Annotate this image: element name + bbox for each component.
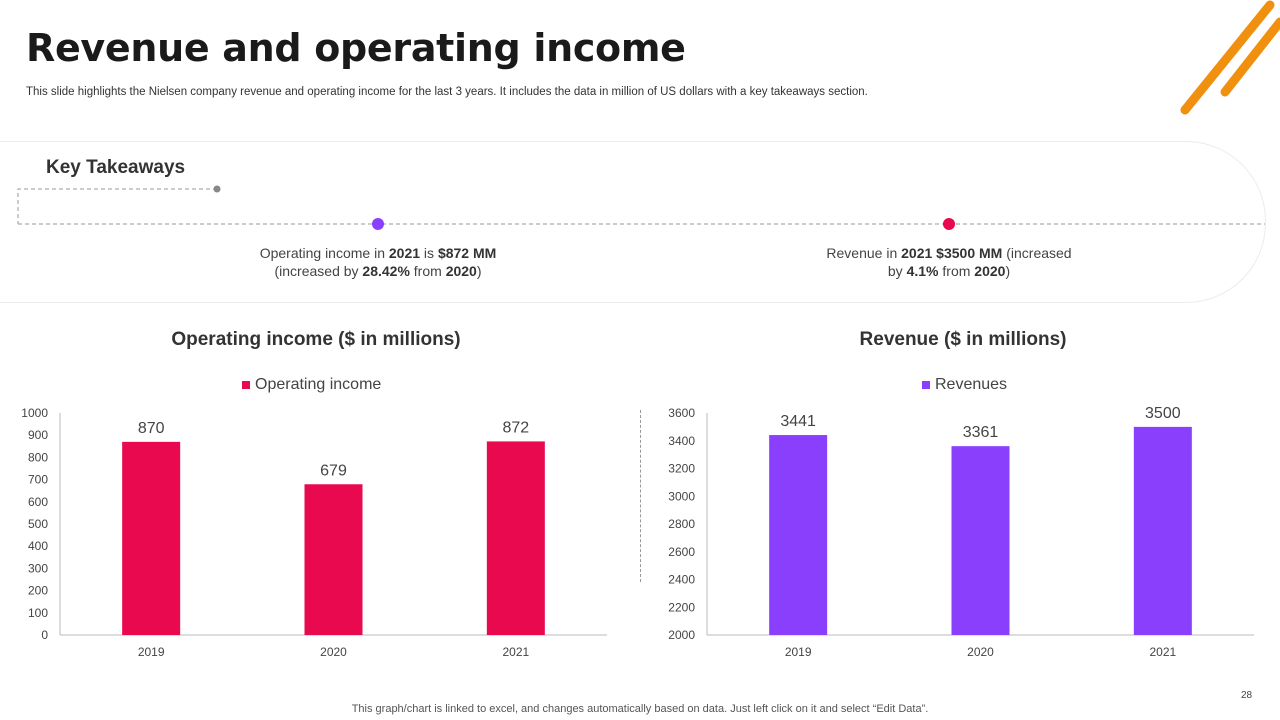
revenue-legend: Revenues (922, 376, 1007, 394)
revenue-takeaway: Revenue in 2021 $3500 MM (increased by 4… (799, 244, 1099, 280)
operating-income-y-tick-label: 300 (28, 561, 48, 575)
revenue-bar-2020 (951, 446, 1010, 635)
key-takeaways-panel (0, 141, 1266, 303)
operating-income-bar-2019 (122, 441, 181, 635)
takeaway-amount: $3500 MM (936, 245, 1003, 261)
takeaway-text: Operating income in (259, 245, 389, 261)
takeaway-line-2: (increased by 28.42% from 2020) (228, 262, 528, 280)
purple-dot (372, 218, 384, 230)
revenue-y-tick-label: 2400 (668, 573, 695, 587)
revenue-y-tick-label: 3000 (668, 489, 695, 503)
orange-stripes-decoration (1180, 0, 1280, 115)
takeaway-text: ) (1005, 263, 1011, 279)
takeaway-year: 2021 (901, 245, 933, 261)
revenue-data-label: 3441 (780, 413, 816, 430)
takeaway-amount: $872 MM (437, 245, 497, 261)
orange-stripe (1180, 0, 1275, 115)
takeaway-base-year: 2020 (974, 263, 1006, 279)
revenue-y-tick-label: 3600 (668, 406, 695, 420)
grey-dot (213, 185, 221, 193)
takeaway-base-year: 2020 (445, 263, 477, 279)
operating-income-y-tick-label: 100 (28, 606, 48, 620)
takeaway-line-1: Revenue in 2021 $3500 MM (increased (799, 244, 1099, 262)
footer-note: This graph/chart is linked to excel, and… (351, 703, 929, 715)
connector-bracket (17, 188, 217, 224)
page-number: 28 (1241, 690, 1253, 701)
chart-divider (640, 410, 641, 582)
revenue-data-label: 3500 (1145, 405, 1181, 422)
legend-label: Revenues (935, 376, 1008, 393)
takeaway-text: by (887, 263, 907, 279)
revenue-data-label: 3361 (963, 424, 999, 441)
takeaway-line-1: Operating income in 2021 is $872 MM (228, 244, 528, 262)
operating-income-y-tick-label: 600 (28, 495, 48, 509)
operating-income-y-tick-label: 800 (28, 450, 48, 464)
operating-income-y-tick-label: 0 (41, 628, 48, 642)
operating-income-x-tick-label: 2019 (138, 645, 165, 659)
operating-income-y-tick-label: 200 (28, 584, 48, 598)
operating-income-legend: Operating income (242, 376, 381, 394)
takeaway-line-2: by 4.1% from 2020) (799, 262, 1099, 280)
operating-income-chart-title: Operating income ($ in millions) (171, 329, 461, 350)
takeaway-text: ) (476, 263, 482, 279)
revenue-x-tick-label: 2020 (967, 645, 994, 659)
operating-income-x-tick-label: 2021 (502, 645, 529, 659)
takeaway-text: Revenue in (826, 245, 902, 261)
takeaway-text: from (409, 263, 446, 279)
takeaway-text: (increased (1002, 245, 1072, 261)
takeaway-text: from (938, 263, 975, 279)
operating-income-y-tick-label: 500 (28, 517, 48, 531)
operating-income-bar-2020 (304, 484, 363, 635)
revenue-y-tick-label: 2000 (668, 628, 695, 642)
key-takeaways-connector (17, 185, 1265, 230)
legend-label: Operating income (255, 376, 382, 393)
revenue-x-tick-label: 2019 (785, 645, 812, 659)
operating-income-y-tick-label: 400 (28, 539, 48, 553)
operating-income-bar-2021 (486, 441, 545, 635)
slide-title: Revenue and operating income (26, 26, 686, 70)
red-dot (943, 218, 955, 230)
operating-income-takeaway: Operating income in 2021 is $872 MM (inc… (228, 244, 528, 280)
operating-income-data-label: 679 (320, 462, 347, 479)
takeaway-text: (increased by (274, 263, 363, 279)
revenue-y-tick-label: 2600 (668, 545, 695, 559)
revenue-y-tick-label: 2800 (668, 517, 695, 531)
takeaway-text: is (420, 245, 438, 261)
operating-income-y-tick-label: 700 (28, 473, 48, 487)
revenue-y-tick-label: 2200 (668, 600, 695, 614)
operating-income-data-label: 872 (502, 419, 529, 436)
revenue-chart-title: Revenue ($ in millions) (859, 329, 1067, 350)
operating-income-x-tick-label: 2020 (320, 645, 347, 659)
legend-swatch (922, 381, 930, 389)
takeaway-percent: 28.42% (362, 263, 410, 279)
takeaway-percent: 4.1% (906, 263, 939, 279)
key-takeaways-heading: Key Takeaways (46, 157, 186, 178)
operating-income-data-label: 870 (138, 420, 165, 437)
operating-income-y-tick-label: 1000 (21, 406, 48, 420)
revenue-bar-2021 (1133, 426, 1192, 635)
slide-subtitle: This slide highlights the Nielsen compan… (26, 86, 868, 98)
legend-swatch (242, 381, 250, 389)
orange-stripe (1220, 17, 1280, 97)
takeaway-year: 2021 (388, 245, 421, 261)
revenue-y-tick-label: 3400 (668, 434, 695, 448)
revenue-y-tick-label: 3200 (668, 462, 695, 476)
revenue-x-tick-label: 2021 (1149, 645, 1176, 659)
operating-income-y-tick-label: 900 (28, 428, 48, 442)
revenue-bar-2019 (769, 435, 828, 635)
